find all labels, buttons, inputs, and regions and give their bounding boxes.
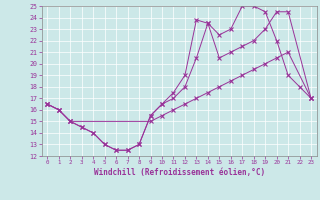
X-axis label: Windchill (Refroidissement éolien,°C): Windchill (Refroidissement éolien,°C) — [94, 168, 265, 177]
